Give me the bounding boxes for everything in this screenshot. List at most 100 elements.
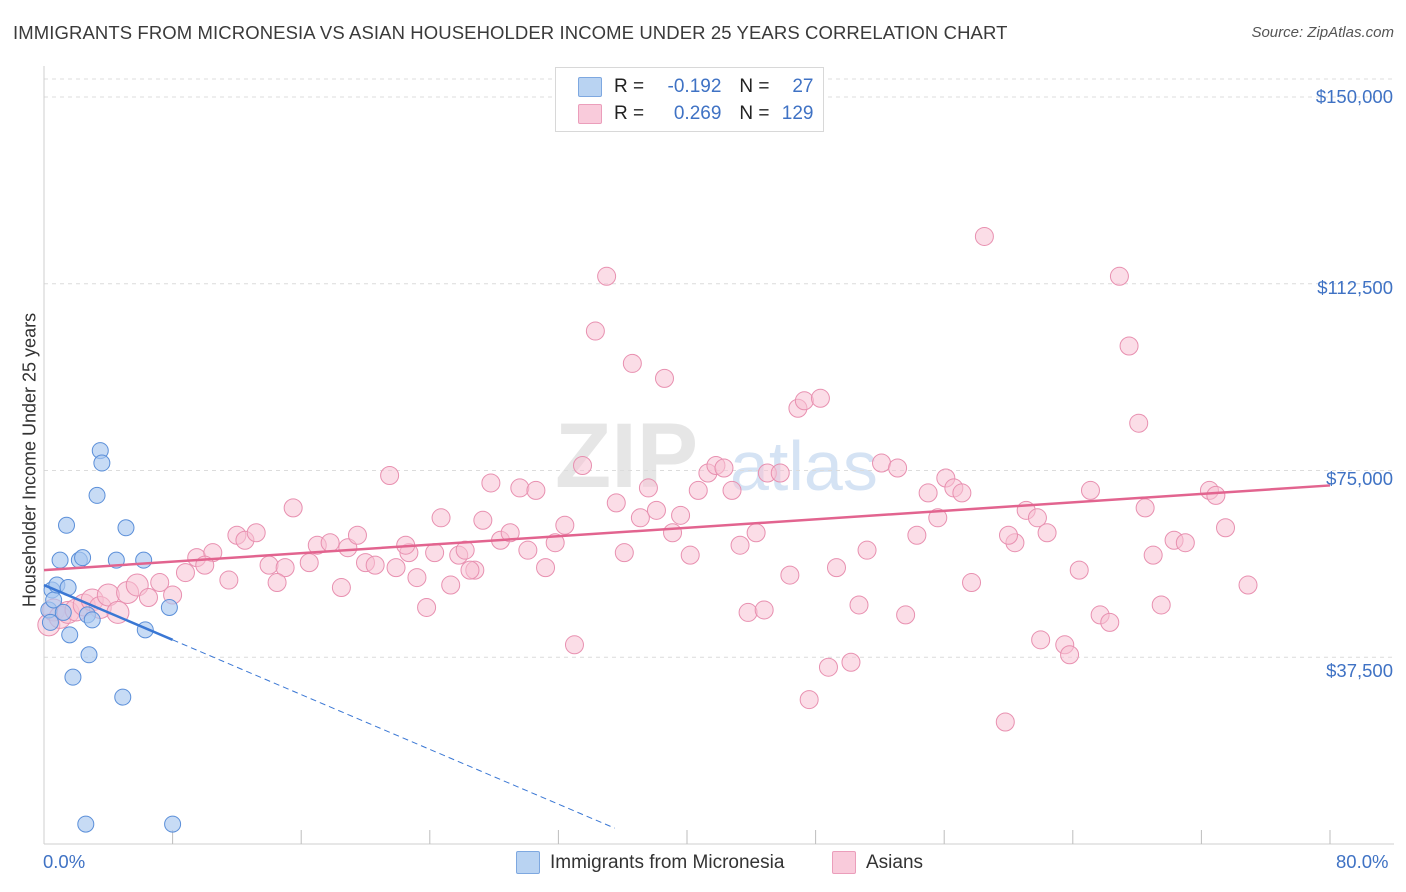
- asians-point: [573, 456, 593, 476]
- x-tick-label-min: 0.0%: [43, 851, 86, 872]
- asians-point: [526, 480, 546, 500]
- bottom-legend-swatch-asians: [832, 851, 856, 874]
- micronesia-point: [88, 486, 106, 504]
- asians-point: [1100, 612, 1120, 632]
- asians-point: [1143, 545, 1163, 565]
- asians-point: [818, 657, 838, 677]
- asians-point: [219, 570, 239, 590]
- legend-r-value: -0.192: [667, 76, 722, 97]
- asians-point: [1080, 480, 1100, 500]
- asians-point: [794, 391, 814, 411]
- asians-point: [646, 500, 666, 520]
- bottom-legend-label-micronesia: Immigrants from Micronesia: [550, 851, 785, 873]
- asians-point: [918, 483, 938, 503]
- asians-point: [1037, 523, 1057, 543]
- micronesia-point: [117, 519, 135, 537]
- asians-point: [746, 523, 766, 543]
- y-tick-label: $37,500: [1326, 660, 1393, 681]
- micronesia-point: [80, 646, 98, 664]
- asians-point: [138, 587, 158, 607]
- micronesia-point: [51, 551, 69, 569]
- asians-point: [597, 266, 617, 286]
- micronesia-point: [61, 626, 79, 644]
- asians-point: [1129, 413, 1149, 433]
- micronesia-point: [164, 815, 182, 833]
- y-tick-label: $150,000: [1315, 86, 1393, 107]
- micronesia-point: [114, 688, 132, 706]
- asians-point: [386, 558, 406, 578]
- asians-point: [1060, 645, 1080, 665]
- asians-point: [1206, 485, 1226, 505]
- asians-point: [974, 226, 994, 246]
- source-label: Source: ZipAtlas.com: [1251, 24, 1394, 41]
- legend-row-micronesia: R = -0.192 N = 27: [578, 75, 814, 99]
- micronesia-point: [77, 815, 95, 833]
- bottom-legend-micronesia: Immigrants from Micronesia: [516, 851, 784, 874]
- legend-n-label: N =: [739, 76, 770, 97]
- asians-point: [275, 558, 295, 578]
- asians-point: [320, 533, 340, 553]
- micronesia-point: [41, 613, 59, 631]
- asians-point: [638, 478, 658, 498]
- micronesia-trend-extension: [172, 639, 615, 829]
- asians-point: [738, 602, 758, 622]
- asians-point: [518, 540, 538, 560]
- asians-point: [267, 573, 287, 593]
- legend-r-value: 0.269: [673, 103, 722, 124]
- y-axis-label: Householder Income Under 25 years: [19, 312, 40, 608]
- asians-point: [365, 555, 385, 575]
- asians-point: [841, 652, 861, 672]
- asians-point: [730, 535, 750, 555]
- asians-point: [680, 545, 700, 565]
- asians-point: [928, 508, 948, 528]
- watermark-atlas: atlas: [730, 427, 878, 505]
- asians-point: [952, 483, 972, 503]
- asians-point: [671, 505, 691, 525]
- asians-point: [780, 565, 800, 585]
- asians-point: [995, 712, 1015, 732]
- asians-point: [259, 555, 279, 575]
- legend-n-value: 27: [792, 76, 814, 97]
- asians-point: [473, 510, 493, 530]
- asians-point: [1119, 336, 1139, 356]
- asians-point: [1175, 533, 1195, 553]
- asians-point: [545, 533, 565, 553]
- asians-point: [1135, 498, 1155, 518]
- legend-r-label: R =: [614, 103, 645, 124]
- legend-row-asians: R = 0.269 N = 129: [578, 102, 814, 126]
- asians-point: [688, 480, 708, 500]
- asians-point: [999, 525, 1018, 545]
- asians-point: [407, 568, 427, 588]
- asians-point: [630, 508, 650, 528]
- asians-point: [481, 473, 501, 493]
- asians-point: [896, 605, 916, 625]
- asians-point: [857, 540, 877, 560]
- asians-point: [555, 515, 575, 535]
- micronesia-point: [58, 516, 76, 534]
- asians-point: [246, 523, 266, 543]
- y-tick-label: $112,500: [1317, 277, 1393, 298]
- asians-trend-line: [43, 484, 1331, 572]
- bottom-legend-swatch-micronesia: [516, 851, 540, 874]
- asians-point: [347, 525, 367, 545]
- asians-point: [1151, 595, 1171, 615]
- micronesia-trend-line: [43, 583, 174, 641]
- micronesia-point: [135, 551, 153, 569]
- asians-point: [654, 368, 674, 388]
- asians-point: [810, 388, 830, 408]
- asians-point: [460, 560, 480, 580]
- micronesia-point: [54, 603, 72, 621]
- asians-point: [150, 573, 170, 593]
- asians-point: [380, 465, 400, 485]
- asians-point: [585, 321, 605, 341]
- asians-point: [417, 597, 437, 617]
- asians-point: [175, 563, 195, 583]
- chart-title: IMMIGRANTS FROM MICRONESIA VS ASIAN HOUS…: [13, 22, 1008, 43]
- legend-n-value: 129: [781, 103, 814, 124]
- asians-point: [1027, 508, 1047, 528]
- asians-point: [849, 595, 869, 615]
- asians-point: [872, 453, 892, 473]
- micronesia-point: [83, 611, 101, 629]
- asians-point: [722, 480, 742, 500]
